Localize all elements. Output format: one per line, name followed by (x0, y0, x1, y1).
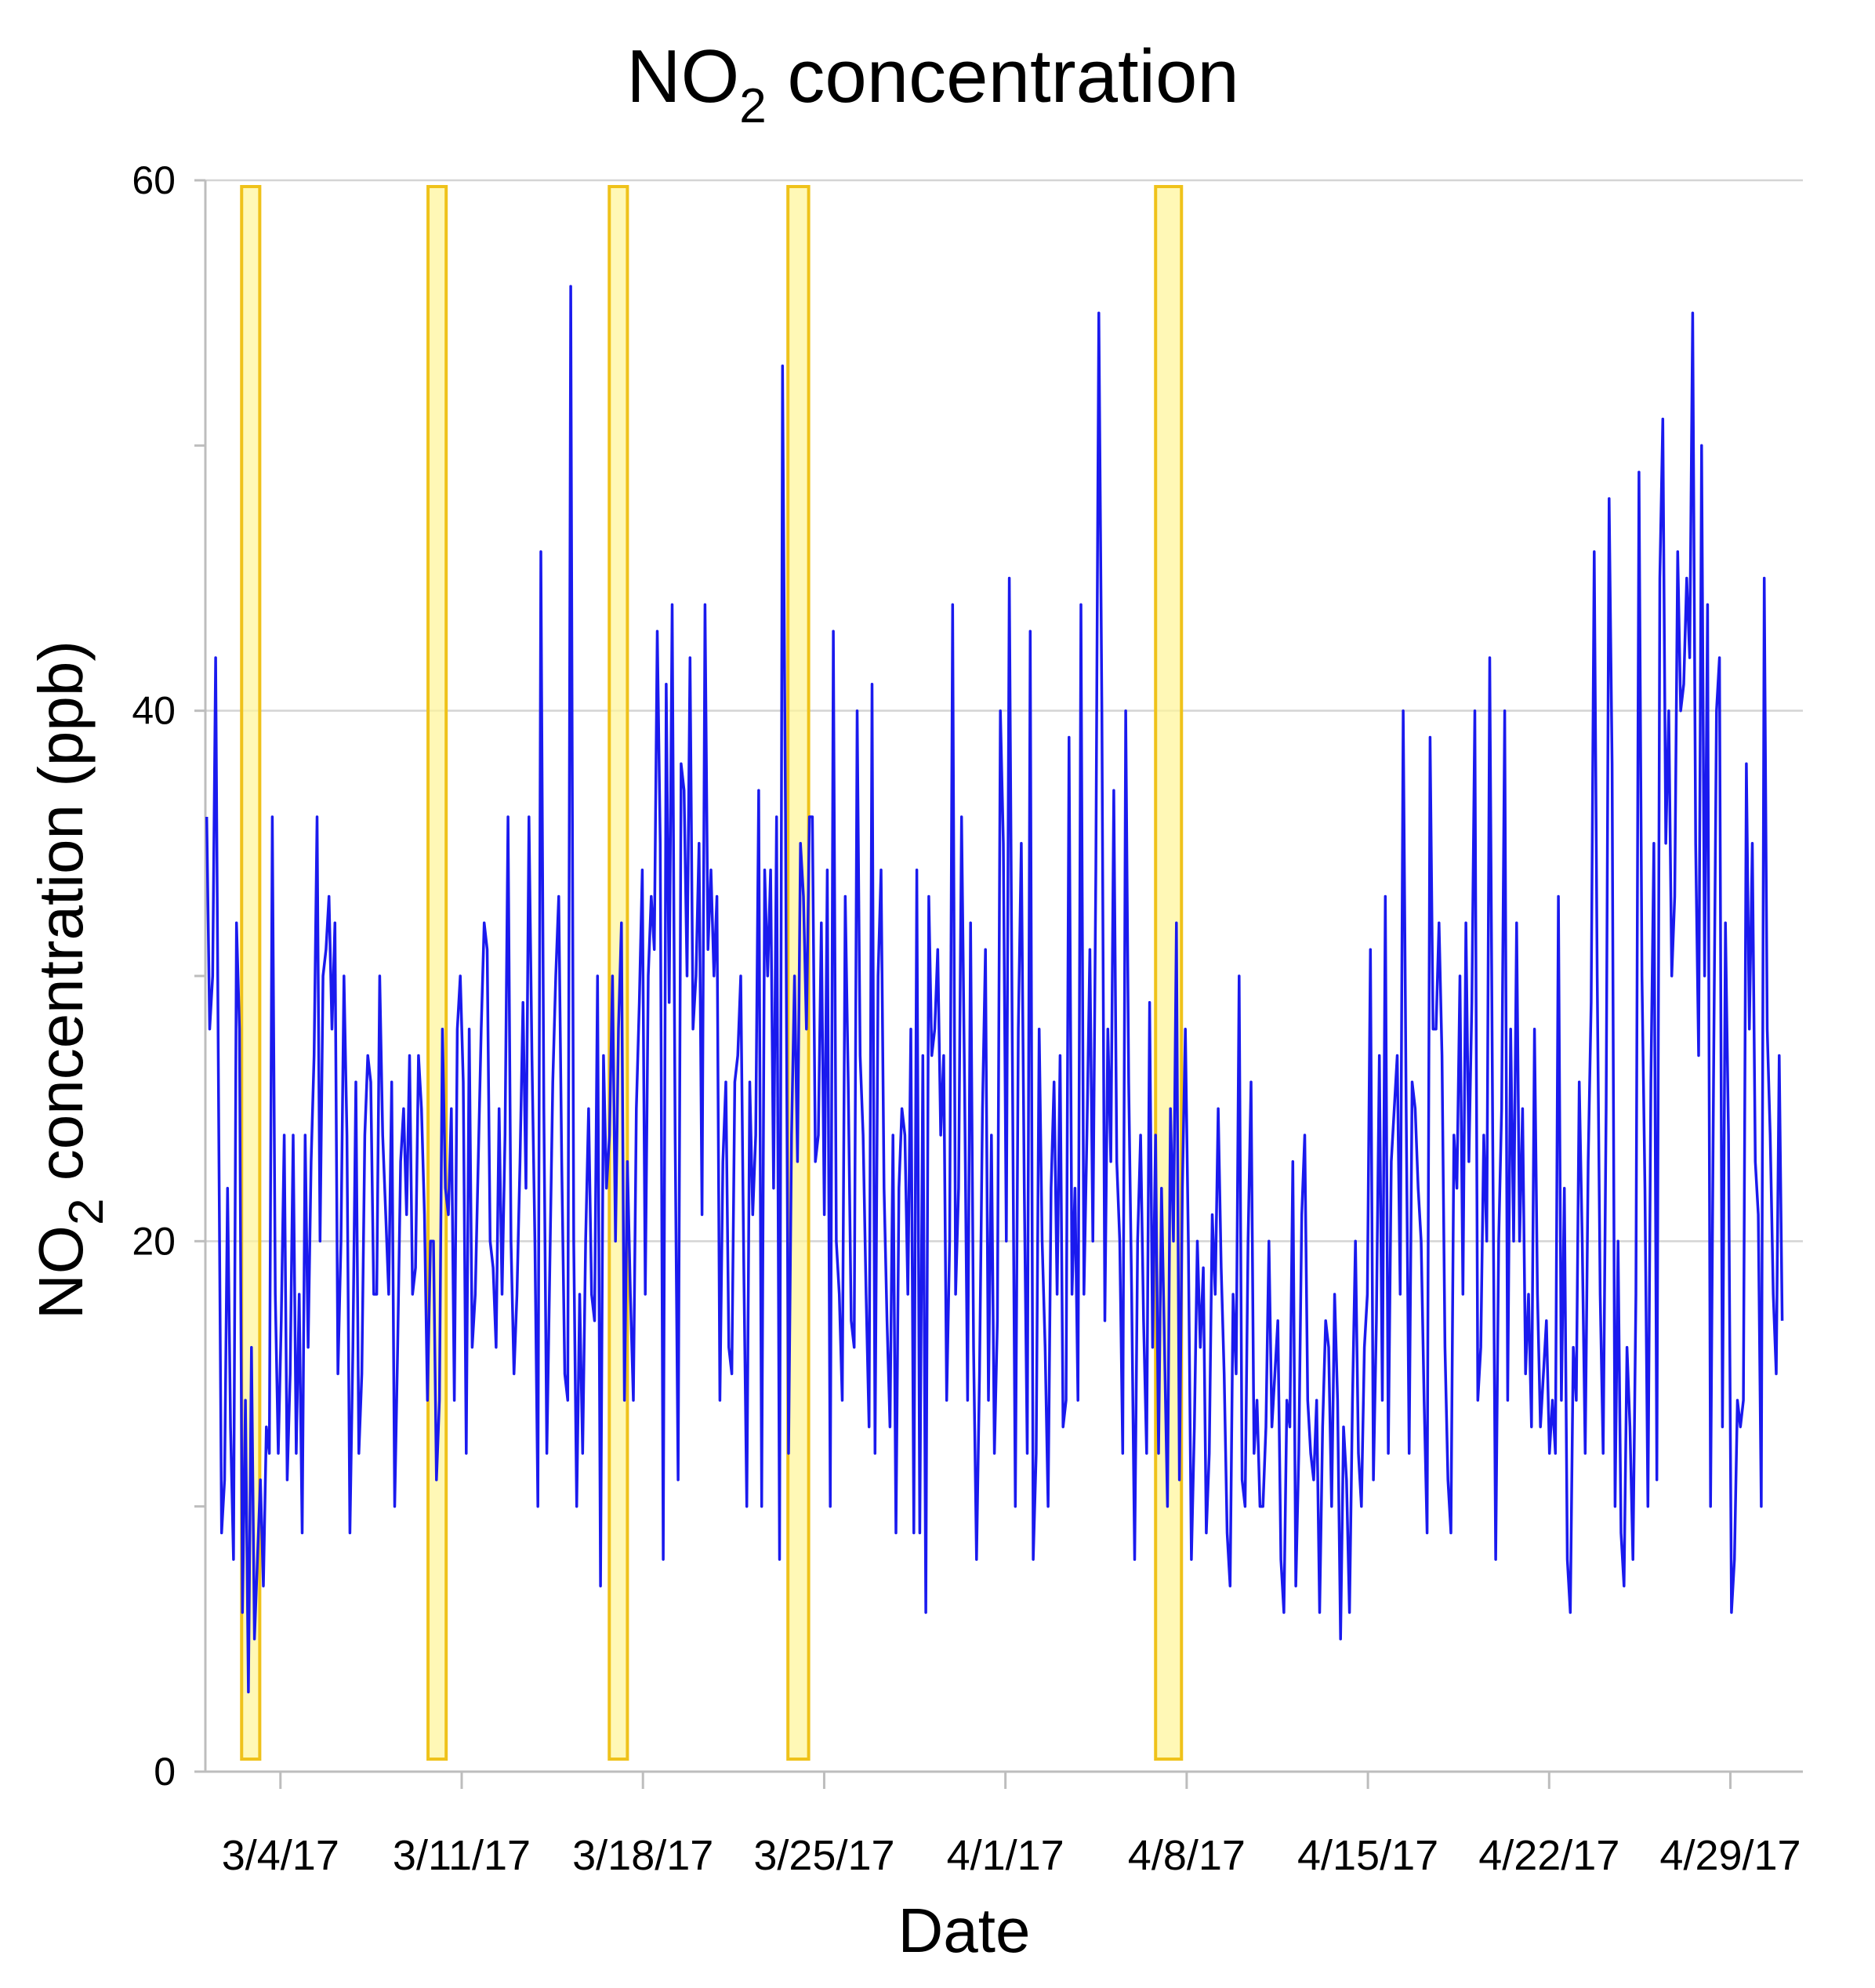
y-axis-label: NO2 concentration (ppb) (26, 640, 114, 1319)
x-tick-label: 4/8/17 (1128, 1832, 1246, 1879)
x-tick-label: 3/4/17 (222, 1832, 339, 1879)
x-axis-label: Date (898, 1895, 1031, 1965)
x-tick-label: 3/18/17 (572, 1832, 713, 1879)
x-tick-label: 4/29/17 (1659, 1832, 1801, 1879)
highlight-periods (240, 185, 1184, 1761)
series (205, 285, 1784, 1694)
highlight-period-box (607, 185, 629, 1761)
y-tick-label: 20 (132, 1219, 176, 1263)
y-axis-label-subscript: 2 (60, 1199, 114, 1225)
y-tick-label: 60 (132, 158, 176, 202)
x-tick-label: 4/1/17 (947, 1832, 1064, 1879)
highlight-period-box (426, 185, 448, 1761)
x-tick-labels: 3/4/17 3/11/17 3/18/17 3/25/17 4/1/17 4/8/17 4… (222, 1832, 1801, 1879)
x-tick-label: 4/15/17 (1297, 1832, 1438, 1879)
y-tick-label: 40 (132, 689, 176, 733)
y-tick-label: 0 (154, 1750, 176, 1794)
y-tick-labels: 0 20 40 60 (132, 158, 176, 1794)
x-tick-label: 3/25/17 (753, 1832, 894, 1879)
y-axis-label-main: NO (26, 1225, 96, 1319)
highlight-period-box (240, 185, 262, 1761)
y-axis-label-rest: concentration (ppb) (26, 640, 96, 1199)
axes (194, 179, 1803, 1789)
x-tick-label: 4/22/17 (1478, 1832, 1619, 1879)
chart-title: NO2 concentration (626, 34, 1239, 133)
no2-series-line (205, 285, 1784, 1694)
x-tick-label: 3/11/17 (393, 1832, 531, 1879)
chart-title-rest: concentration (767, 34, 1239, 118)
chart-title-main: NO (626, 34, 739, 118)
chart-title-subscript: 2 (739, 79, 766, 133)
